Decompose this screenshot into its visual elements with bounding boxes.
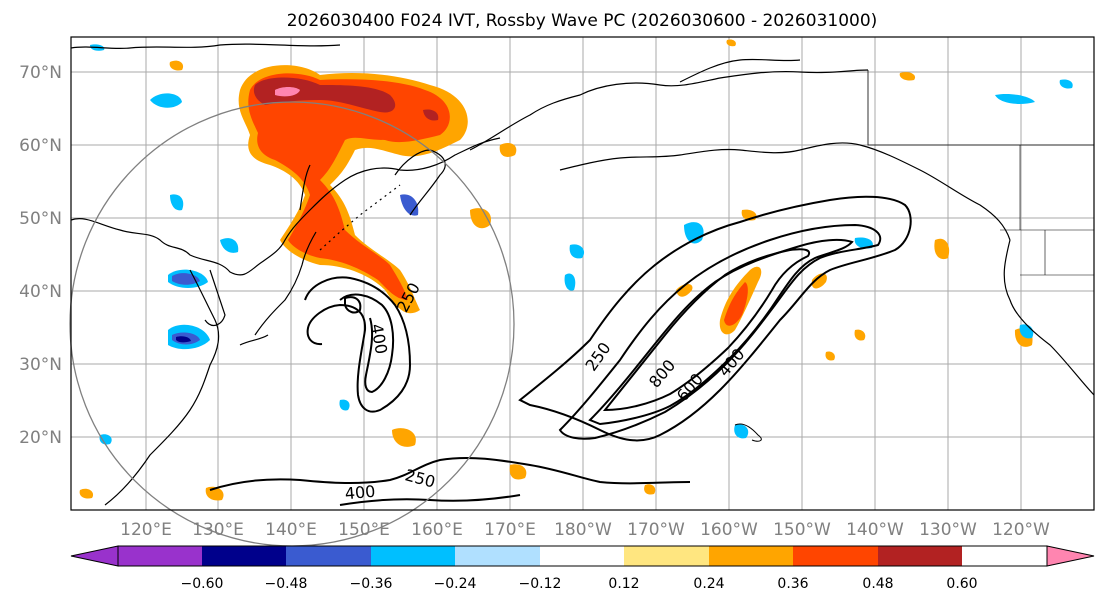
lat-label: 30°N [19, 355, 62, 375]
colorbar-tick-label: −0.12 [519, 576, 562, 592]
colorbar-tick-label: −0.24 [434, 576, 477, 592]
lat-label: 40°N [19, 282, 62, 302]
map-panel: 250 400 250 800 600 400 250 400 [69, 36, 1095, 547]
lon-label: 160°W [700, 520, 758, 540]
colorbar-segment [455, 546, 540, 566]
ivt-contours [209, 195, 912, 506]
lon-label: 180°W [554, 520, 612, 540]
colorbar-segment [118, 546, 202, 566]
contour-label: 400 [344, 482, 376, 504]
colorbar-segment [624, 546, 709, 566]
lon-label: 170°E [484, 520, 536, 540]
lat-label: 60°N [19, 136, 62, 156]
lon-label: 140°E [265, 520, 317, 540]
lat-label: 70°N [19, 63, 62, 83]
lon-label: 120°E [120, 520, 172, 540]
lon-label: 150°E [338, 520, 390, 540]
colorbar-ticks: −0.60 −0.48 −0.36 −0.24 −0.12 0.12 0.24 … [181, 576, 978, 592]
lon-label: 170°W [627, 520, 685, 540]
colorbar-segment [286, 546, 371, 566]
latitude-labels: 70°N 60°N 50°N 40°N 30°N 20°N [19, 63, 62, 448]
lon-label: 140°W [846, 520, 904, 540]
colorbar-segment [793, 546, 878, 566]
colorbar-tick-label: 0.48 [862, 576, 893, 592]
lon-label: 160°E [411, 520, 463, 540]
lon-label: 130°W [919, 520, 977, 540]
colorbar-segment [709, 546, 793, 566]
lon-label: 130°E [192, 520, 244, 540]
colorbar-tick-label: 0.24 [693, 576, 724, 592]
colorbar-segment [540, 546, 624, 566]
lat-label: 50°N [19, 209, 62, 229]
colorbar-segment [878, 546, 962, 566]
colorbar-tick-label: −0.48 [265, 576, 308, 592]
colorbar-segment [202, 546, 286, 566]
colorbar-tick-label: −0.36 [350, 576, 393, 592]
colorbar: −0.60 −0.48 −0.36 −0.24 −0.12 0.12 0.24 … [70, 545, 1095, 592]
lon-label: 150°W [773, 520, 831, 540]
map-title: 2026030400 F024 IVT, Rossby Wave PC (202… [287, 11, 878, 31]
colorbar-segments [118, 546, 962, 566]
colorbar-under-triangle [70, 545, 119, 567]
longitude-labels: 120°E 130°E 140°E 150°E 160°E 170°E 180°… [120, 520, 1050, 540]
colorbar-tick-label: 0.60 [946, 576, 977, 592]
lat-label: 20°N [19, 428, 62, 448]
colorbar-tick-label: 0.36 [777, 576, 808, 592]
map-frame [70, 36, 1095, 511]
colorbar-tick-label: −0.60 [181, 576, 224, 592]
coastlines [70, 43, 1095, 506]
colorbar-tick-label: 0.12 [608, 576, 639, 592]
lon-label: 120°W [992, 520, 1050, 540]
colorbar-segment [371, 546, 455, 566]
colorbar-over-triangle [1046, 545, 1095, 567]
